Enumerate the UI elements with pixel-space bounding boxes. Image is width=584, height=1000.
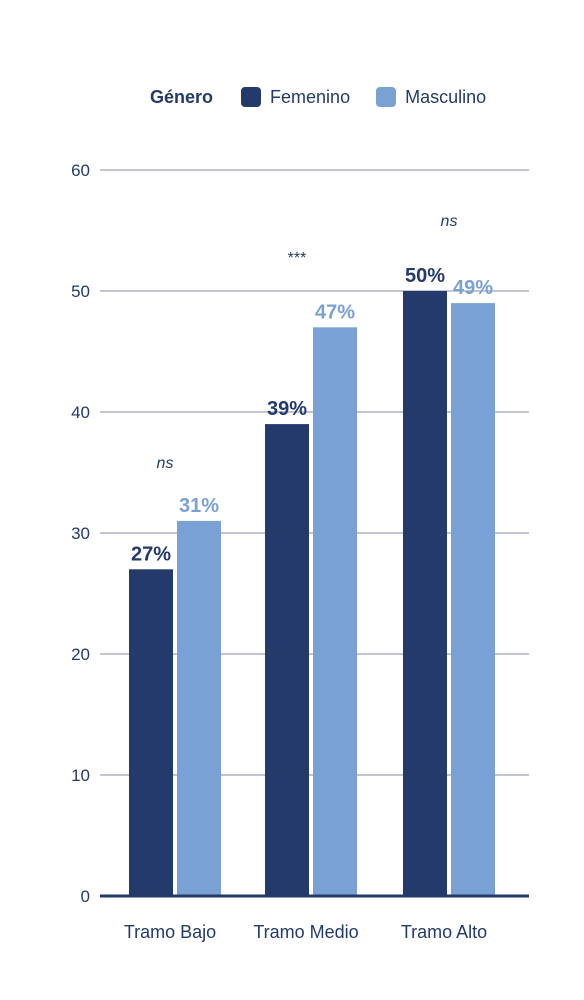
x-category-label: Tramo Alto <box>401 922 487 942</box>
bar-femenino <box>129 569 173 896</box>
y-tick-label: 30 <box>71 524 90 543</box>
significance-label: ns <box>157 455 174 472</box>
bar-value-label: 47% <box>315 301 355 323</box>
legend: Género Femenino Masculino <box>150 84 502 110</box>
bar-masculino <box>451 303 495 897</box>
bar-value-label: 27% <box>131 543 171 565</box>
legend-label-femenino: Femenino <box>270 86 351 107</box>
legend-item-masculino: Masculino <box>376 87 486 108</box>
bar-value-label: 49% <box>453 277 493 299</box>
bar-value-label: 31% <box>179 495 219 517</box>
y-tick-label: 10 <box>71 766 90 785</box>
y-tick-label: 0 <box>81 887 90 906</box>
bar-value-label: 39% <box>267 398 307 420</box>
legend-swatch-femenino <box>241 87 262 107</box>
significance-label: *** <box>288 250 307 267</box>
legend-swatch-masculino <box>376 87 397 107</box>
x-category-label: Tramo Bajo <box>124 922 216 942</box>
bar-femenino <box>265 424 309 896</box>
bar-value-label: 50% <box>405 265 445 287</box>
y-tick-label: 40 <box>71 403 90 422</box>
y-tick-label: 50 <box>71 282 90 301</box>
bar-femenino <box>403 291 447 896</box>
bar-masculino <box>313 327 357 896</box>
y-tick-label: 20 <box>71 645 90 664</box>
legend-item-femenino: Femenino <box>241 87 350 108</box>
legend-title: Género <box>150 86 214 107</box>
x-category-label: Tramo Medio <box>253 922 358 942</box>
significance-label: ns <box>441 213 458 230</box>
legend-label-masculino: Masculino <box>405 86 487 107</box>
y-tick-label: 60 <box>71 161 90 180</box>
bar-masculino <box>177 520 221 896</box>
